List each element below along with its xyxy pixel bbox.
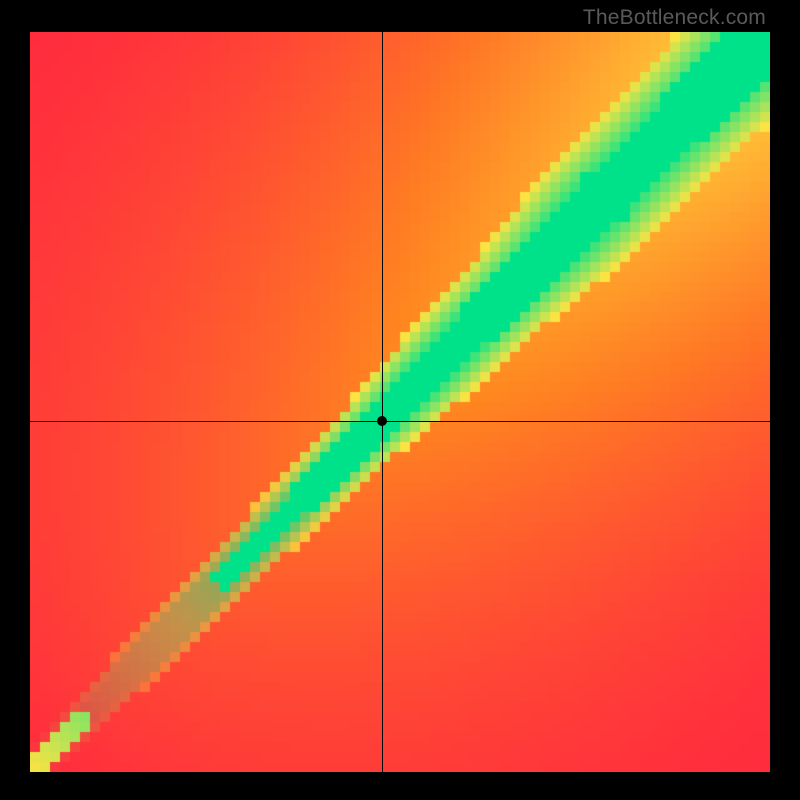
figure-container: TheBottleneck.com [0,0,800,800]
heatmap-plot [30,32,770,772]
heatmap-canvas [30,32,770,772]
watermark-text: TheBottleneck.com [583,6,766,30]
